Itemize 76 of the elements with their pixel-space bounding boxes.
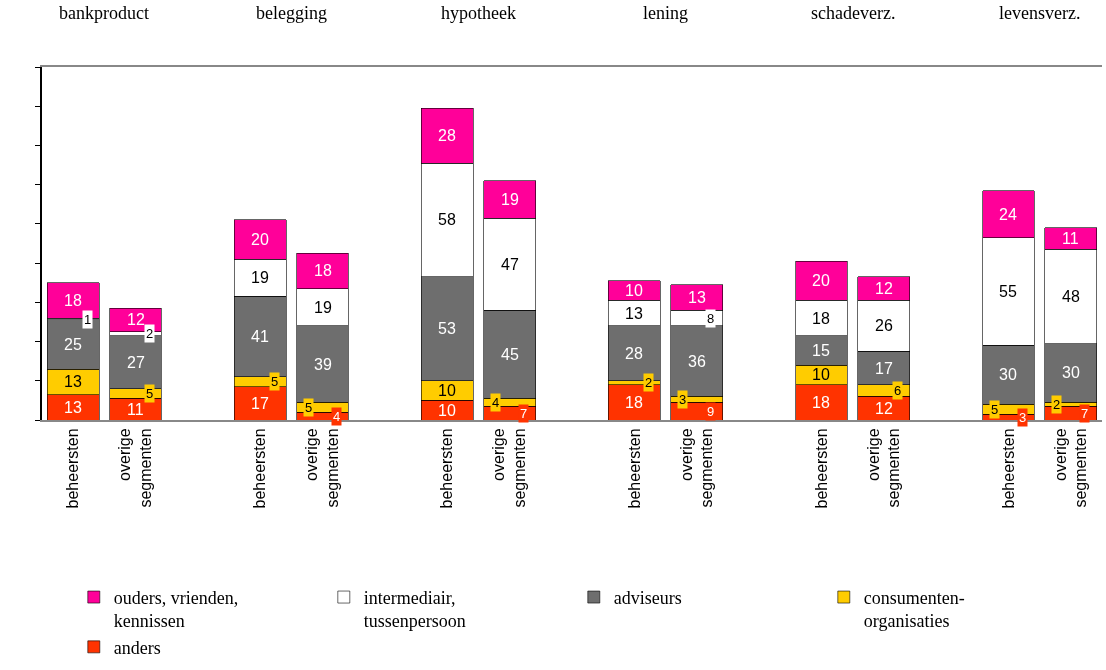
data-label: 7 — [1081, 406, 1089, 421]
data-label: 12 — [875, 280, 893, 297]
text: lening — [643, 3, 688, 23]
data-label: 28 — [625, 345, 643, 362]
data-label: 30 — [1062, 364, 1080, 381]
data-label: 18 — [812, 310, 830, 327]
x-tick-label: beheersten — [64, 428, 82, 509]
x-tick-label: beheersten — [625, 428, 643, 509]
data-label: 39 — [314, 356, 332, 373]
data-label: 10 — [438, 382, 456, 399]
text: levensverz. — [999, 3, 1081, 23]
data-label: 11 — [127, 401, 144, 418]
data-label: 18 — [625, 394, 643, 411]
text: belegging — [256, 3, 327, 23]
data-label: 18 — [314, 262, 332, 279]
data-label: 5 — [271, 374, 279, 389]
data-label: 2 — [146, 326, 154, 341]
data-label: 27 — [127, 354, 145, 371]
data-label: 3 — [679, 392, 687, 407]
data-label: 5 — [991, 402, 999, 417]
data-label: 53 — [438, 320, 456, 337]
data-label: 58 — [438, 211, 456, 228]
text: schadeverz. — [811, 3, 896, 23]
data-label: 26 — [875, 317, 893, 334]
data-label: 5 — [146, 386, 154, 401]
text: bankproduct — [59, 3, 149, 23]
data-label: 19 — [501, 191, 519, 208]
data-label: 10 — [812, 366, 830, 383]
data-label: 20 — [251, 231, 269, 248]
data-label: 36 — [688, 353, 706, 370]
data-label: 4 — [492, 395, 500, 410]
data-label: 47 — [501, 256, 519, 273]
legend-label: consumenten-organisaties — [863, 588, 965, 632]
x-tick-label: beheersten — [999, 428, 1017, 509]
data-label: 5 — [305, 400, 313, 415]
legend-label: adviseurs — [613, 588, 682, 609]
data-label: 45 — [501, 346, 519, 363]
x-tick-label: beheersten — [812, 428, 830, 509]
data-label: 28 — [438, 127, 456, 144]
data-label: 18 — [812, 394, 830, 411]
data-label: 10 — [625, 282, 643, 299]
data-label: 30 — [999, 366, 1017, 383]
data-label: 25 — [64, 336, 82, 353]
data-label: 1 — [84, 312, 92, 327]
legend-label: anders — [113, 637, 161, 658]
data-label: 13 — [64, 399, 82, 416]
x-tick-label: beheersten — [251, 428, 269, 509]
data-label: 18 — [64, 292, 82, 309]
data-label: 13 — [625, 305, 643, 322]
data-label: 13 — [64, 373, 82, 390]
data-label: 2 — [645, 375, 653, 390]
data-label: 19 — [314, 299, 332, 316]
data-label: 2 — [1053, 397, 1061, 412]
data-label: 19 — [251, 269, 269, 286]
data-label: 15 — [812, 342, 830, 359]
data-label: 12 — [127, 311, 145, 328]
data-label: 10 — [438, 402, 456, 419]
x-tick-label: beheersten — [438, 428, 456, 509]
data-label: 24 — [999, 206, 1017, 223]
data-label: 17 — [251, 395, 269, 412]
data-label: 9 — [707, 404, 715, 419]
data-label: 55 — [999, 283, 1017, 300]
data-label: 3 — [1019, 410, 1027, 425]
data-label: 7 — [520, 406, 528, 421]
data-label: 20 — [812, 272, 830, 289]
data-label: 4 — [333, 409, 341, 424]
data-label: 48 — [1062, 288, 1080, 305]
data-label: 12 — [875, 400, 893, 417]
data-label: 41 — [251, 328, 269, 345]
data-label: 8 — [707, 311, 715, 326]
data-label: 17 — [875, 360, 893, 377]
data-label: 6 — [894, 383, 902, 398]
text: hypotheek — [441, 3, 516, 23]
data-label: 13 — [688, 289, 706, 306]
legend-label: intermediair, tussenpersoon — [363, 588, 466, 632]
data-label: 11 — [1062, 230, 1079, 247]
